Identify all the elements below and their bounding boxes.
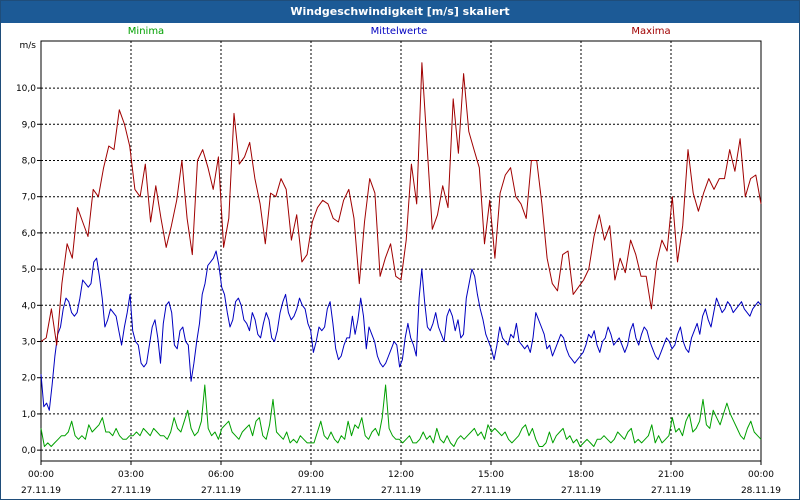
axes: 0,0 1,0 2,0 3,0 4,0 5,0 6,0 7,0 8,0 9,0 10,0 m/s 00:… [16, 41, 781, 496]
x-tick-time-label: 18:00 [568, 470, 594, 480]
y-tick-label: 1,0 [22, 410, 37, 420]
series-line-maxima [40, 62, 762, 346]
series-layer [40, 62, 762, 447]
x-tick-time-label: 15:00 [478, 470, 504, 480]
x-tick-time-label: 06:00 [208, 470, 234, 480]
x-tick-date-label: 27.11.19 [651, 486, 691, 496]
y-axis-label: m/s [20, 41, 37, 51]
x-tick-time-label: 00:00 [28, 470, 54, 480]
y-tick-label: 4,0 [22, 301, 37, 311]
series-line-mittelwerte [40, 250, 762, 411]
x-tick-date-label: 28.11.19 [741, 486, 781, 496]
y-tick-label: 6,0 [22, 229, 37, 239]
legend-label-maxima: Maxima [631, 26, 670, 37]
y-tick-label: 9,0 [22, 120, 37, 130]
y-tick-label: 8,0 [22, 156, 37, 166]
x-tick-date-label: 27.11.19 [561, 486, 601, 496]
y-tick-label: 2,0 [22, 374, 37, 384]
legend-label-minima: Minima [128, 26, 164, 37]
window-title: Windgeschwindigkeit [m/s] skaliert [1, 1, 799, 23]
x-tick-time-label: 12:00 [388, 470, 414, 480]
x-tick-date-label: 27.11.19 [471, 486, 511, 496]
x-tick-date-label: 27.11.19 [201, 486, 241, 496]
y-tick-label: 3,0 [22, 338, 37, 348]
x-tick-date-label: 27.11.19 [291, 486, 331, 496]
legend-label-mittelwerte: Mittelwerte [371, 26, 428, 37]
series-line-minima [40, 384, 762, 447]
y-tick-label: 10,0 [16, 84, 36, 94]
y-tick-label: 5,0 [22, 265, 37, 275]
x-tick-date-label: 27.11.19 [111, 486, 151, 496]
y-tick-label: 0,0 [22, 446, 37, 456]
legend: Minima Mittelwerte Maxima [128, 26, 671, 37]
x-tick-date-label: 27.11.19 [381, 486, 421, 496]
x-tick-date-label: 27.11.19 [21, 486, 61, 496]
x-tick-time-label: 21:00 [658, 470, 684, 480]
x-tick-time-label: 03:00 [118, 470, 144, 480]
x-tick-time-label: 09:00 [298, 470, 324, 480]
x-tick-time-label: 00:00 [748, 470, 774, 480]
grid [41, 41, 761, 461]
y-tick-label: 7,0 [22, 193, 37, 203]
